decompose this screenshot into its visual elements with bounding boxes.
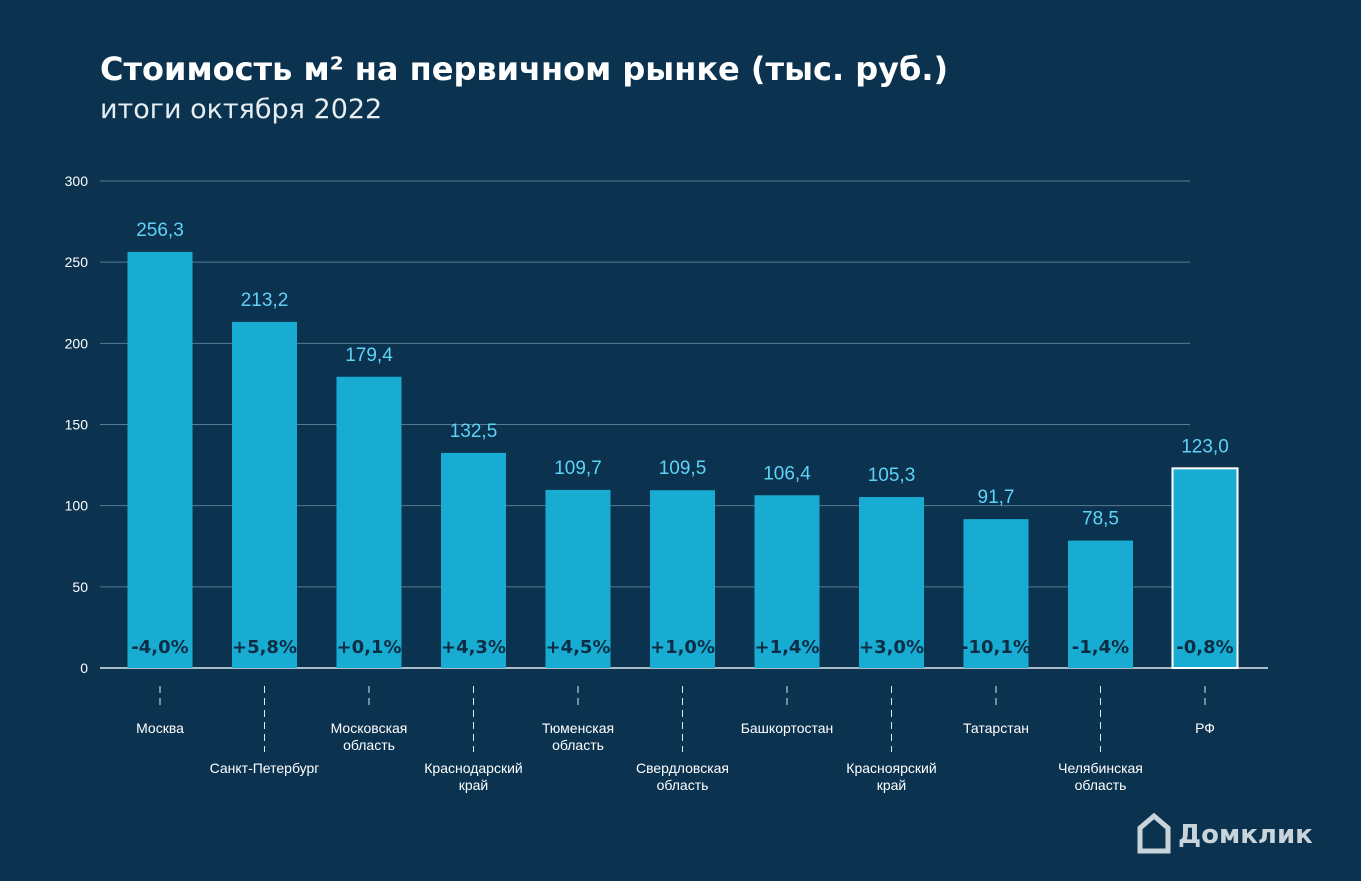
change-label: -1,4% — [1072, 637, 1129, 658]
chart-subtitle: итоги октября 2022 — [100, 94, 382, 125]
x-tick-label: Свердловская область — [635, 760, 729, 793]
bar — [859, 497, 924, 668]
value-label: 106,4 — [763, 463, 811, 484]
x-tick-label: Красноярский край — [846, 760, 937, 793]
value-label: 105,3 — [868, 465, 916, 486]
y-tick-label: 150 — [65, 417, 89, 433]
bar — [754, 495, 820, 668]
logo-icon — [1137, 812, 1171, 854]
bar — [1068, 540, 1133, 668]
value-label: 91,7 — [978, 487, 1015, 508]
value-label: 123,0 — [1181, 436, 1229, 457]
value-label: 109,5 — [659, 458, 707, 479]
bar — [232, 321, 297, 668]
bar — [963, 519, 1029, 668]
y-tick-label: 100 — [65, 498, 89, 514]
value-label: 109,7 — [554, 458, 602, 479]
y-tick-label: 50 — [72, 579, 88, 595]
x-tick-label: Москва — [136, 720, 184, 736]
logo-text: Домклик — [1178, 820, 1313, 850]
change-label: +1,0% — [650, 637, 715, 658]
y-tick-label: 300 — [65, 173, 89, 189]
value-label: 132,5 — [450, 421, 498, 442]
change-label: -10,1% — [961, 637, 1031, 658]
bar — [545, 489, 611, 668]
change-label: +0,1% — [336, 637, 401, 658]
change-label: +4,3% — [441, 637, 506, 658]
change-label: +3,0% — [859, 637, 924, 658]
change-label: +4,5% — [545, 637, 610, 658]
bar — [127, 251, 193, 668]
x-tick-label: Татарстан — [962, 720, 1029, 736]
bar — [336, 376, 402, 668]
bar — [441, 452, 506, 668]
logo: Домклик — [1137, 812, 1313, 854]
x-tick-label: Тюменская область — [541, 720, 615, 753]
value-label: 256,3 — [136, 220, 184, 241]
change-label: -4,0% — [131, 637, 188, 658]
value-label: 78,5 — [1082, 509, 1119, 530]
x-tick-label: Башкортостан — [740, 720, 834, 736]
chart-title: Стоимость м² на первичном рынке (тыс. ру… — [100, 50, 948, 88]
change-label: -0,8% — [1176, 637, 1233, 658]
bar — [650, 490, 715, 668]
change-label: +5,8% — [232, 637, 297, 658]
y-tick-label: 0 — [80, 660, 88, 676]
bar — [1171, 467, 1239, 669]
x-tick-label: Санкт-Петербург — [209, 760, 320, 776]
x-tick-label: Московская область — [330, 720, 408, 753]
x-tick-label: Краснодарский край — [424, 760, 523, 793]
change-label: +1,4% — [754, 637, 819, 658]
value-label: 179,4 — [345, 345, 393, 366]
x-tick-label: Челябинская область — [1058, 760, 1143, 793]
y-tick-label: 250 — [65, 254, 89, 270]
value-label: 213,2 — [241, 290, 289, 311]
y-tick-label: 200 — [65, 335, 89, 351]
x-tick-label: РФ — [1195, 720, 1215, 736]
